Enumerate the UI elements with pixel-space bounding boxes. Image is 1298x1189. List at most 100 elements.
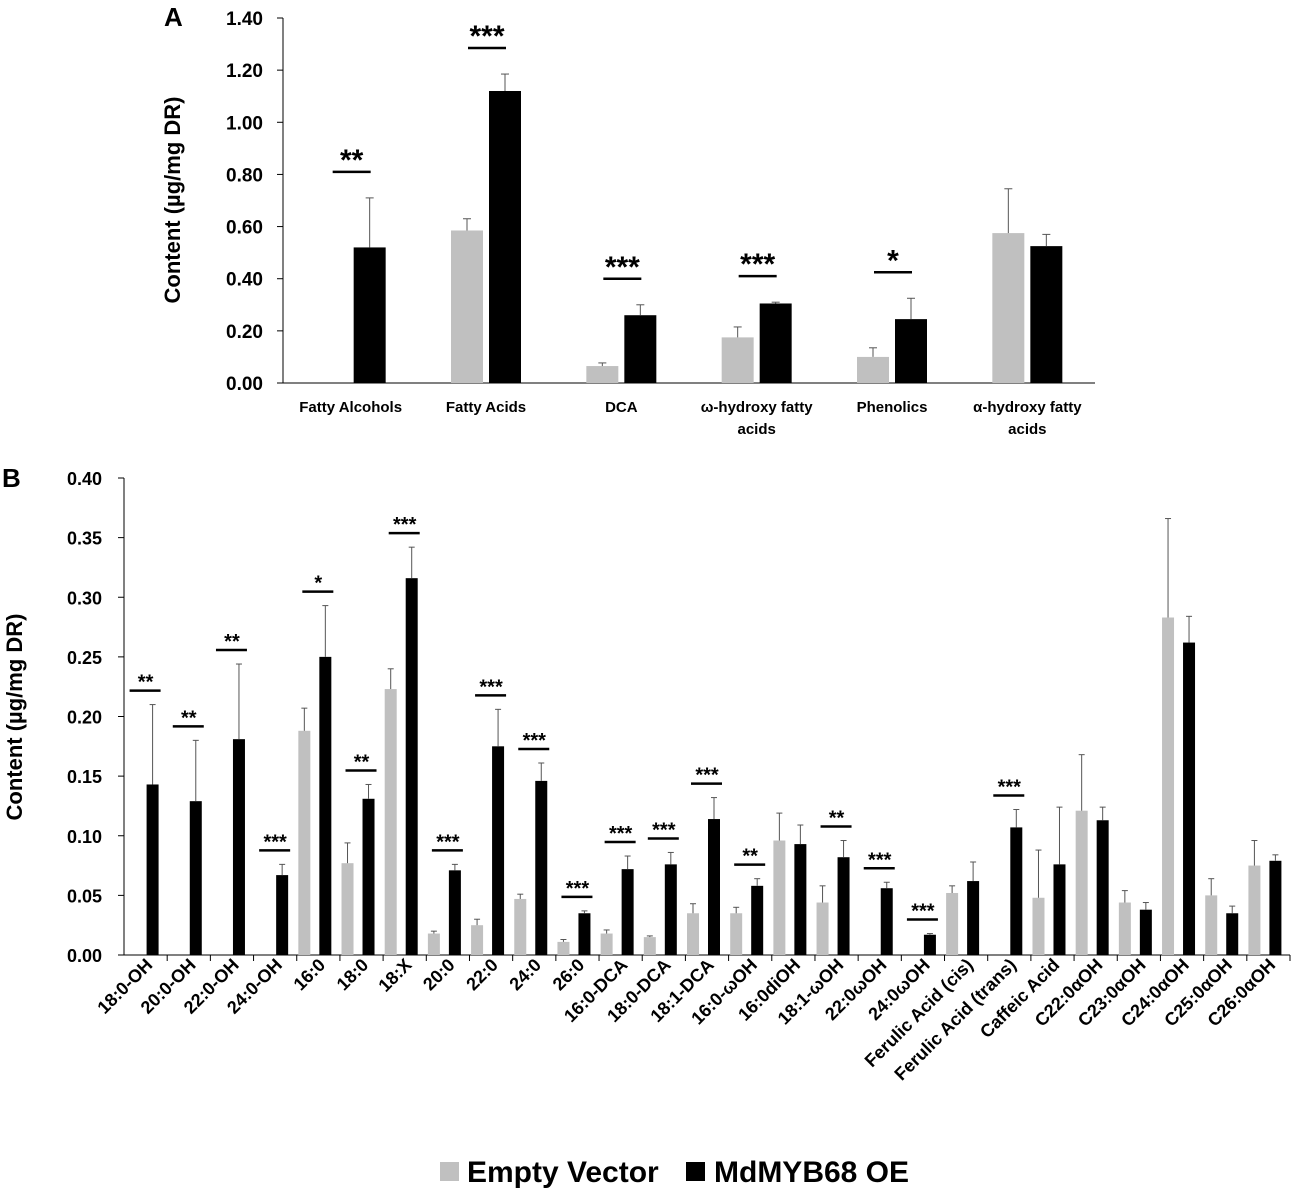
panel-b-bar-empty-vector xyxy=(514,898,527,955)
panel-a-category-label: ω-hydroxy fatty xyxy=(701,399,814,416)
panel-b-bar-mdmyb68-oe xyxy=(1226,913,1239,955)
panel-b-bar-mdmyb68-oe xyxy=(794,844,807,955)
panel-b-bar-mdmyb68-oe xyxy=(1139,909,1152,955)
panel-a-significance-label: ** xyxy=(340,144,364,177)
panel-a-bar-mdmyb68-oe xyxy=(353,247,386,383)
panel-b-category-label: 22:0 xyxy=(462,955,502,995)
legend-swatch-empty-vector xyxy=(440,1162,459,1181)
panel-a-category-label: acids xyxy=(737,421,775,438)
panel-a-y-tick-label: 0.20 xyxy=(226,322,263,343)
panel-b-category-label: 16:0 xyxy=(290,955,330,995)
legend-label-empty-vector: Empty Vector xyxy=(467,1156,659,1189)
panel-b-significance-label: *** xyxy=(911,901,935,923)
panel-b-significance-label: *** xyxy=(523,730,547,752)
panel-b-bar-empty-vector xyxy=(773,840,786,955)
panel-b-bar-empty-vector xyxy=(687,913,699,955)
panel-a-bar-mdmyb68-oe xyxy=(624,315,657,383)
panel-b-bar-empty-vector xyxy=(557,941,570,955)
panel-b-bar-mdmyb68-oe xyxy=(1096,820,1109,955)
panel-b-y-tick-label: 0.10 xyxy=(67,827,102,847)
panel-a-bar-mdmyb68-oe xyxy=(1030,246,1063,383)
panel-b-bar-mdmyb68-oe xyxy=(923,934,936,955)
panel-b-letter: B xyxy=(2,463,21,493)
panel-b-bar-mdmyb68-oe xyxy=(189,801,202,955)
panel-b-marks: 0.00 0.05 0.10 0.15 0.20 0.25 0.30 0.35 0.40 ** 18… xyxy=(67,469,1291,1084)
panel-a-letter: A xyxy=(164,2,183,32)
panel-b-category-label: 24:0 xyxy=(505,955,545,995)
panel-a: A Content (µg/mg DR) 0.00 0.20 0.40 0.60 0.8… xyxy=(160,2,1095,438)
panel-b-category-label: 18:X xyxy=(374,955,415,996)
panel-a-y-tick-label: 1.40 xyxy=(226,9,263,30)
panel-a-significance-label: *** xyxy=(469,20,504,53)
panel-b-bar-mdmyb68-oe xyxy=(578,913,591,955)
panel-b-bar-mdmyb68-oe xyxy=(146,784,159,955)
panel-b-y-axis-label: Content (µg/mg DR) xyxy=(2,614,27,821)
legend-label-mdmyb68-oe: MdMYB68 OE xyxy=(714,1156,909,1189)
panel-a-category-label: Phenolics xyxy=(857,399,928,416)
panel-b-bar-mdmyb68-oe xyxy=(967,881,980,955)
panel-b-significance-label: ** xyxy=(354,751,370,773)
panel-b-y-tick-label: 0.20 xyxy=(67,708,102,728)
panel-b-bar-mdmyb68-oe xyxy=(1010,827,1023,955)
panel-b-bar-mdmyb68-oe xyxy=(751,885,764,955)
panel-b-significance-label: ** xyxy=(224,631,240,653)
panel-a-bar-empty-vector xyxy=(721,337,754,383)
panel-a-bar-empty-vector xyxy=(451,230,483,383)
panel-b-bar-empty-vector xyxy=(600,933,613,955)
panel-b-significance-label: ** xyxy=(181,707,197,729)
panel-a-bar-empty-vector xyxy=(992,233,1025,383)
panel-b-bar-mdmyb68-oe xyxy=(405,578,418,955)
panel-b-bar-empty-vector xyxy=(1032,897,1045,955)
panel-b-bar-mdmyb68-oe xyxy=(492,746,505,955)
panel-b-bar-mdmyb68-oe xyxy=(535,780,548,955)
panel-b-significance-label: *** xyxy=(868,849,892,871)
panel-b-significance-label: *** xyxy=(998,777,1022,799)
panel-b-category-label: 20:0 xyxy=(419,955,459,995)
legend: Empty Vector MdMYB68 OE xyxy=(440,1156,909,1189)
panel-b-bar-mdmyb68-oe xyxy=(621,869,634,955)
panel-a-y-tick-label: 0.40 xyxy=(226,270,263,291)
panel-b-bar-empty-vector xyxy=(384,689,397,955)
panel-b-bar-mdmyb68-oe xyxy=(837,857,850,955)
panel-b-bar-empty-vector xyxy=(1118,902,1131,955)
panel-b-y-tick-label: 0.15 xyxy=(67,767,102,787)
panel-a-y-tick-label: 0.00 xyxy=(226,374,263,395)
panel-a-y-tick-label: 1.20 xyxy=(226,61,263,82)
panel-b-y-tick-label: 0.35 xyxy=(67,529,102,549)
panel-b-bar-mdmyb68-oe xyxy=(448,870,461,955)
panel-a-significance-label: *** xyxy=(740,248,775,281)
panel-b-significance-label: * xyxy=(314,573,322,595)
panel-b-bar-mdmyb68-oe xyxy=(1183,642,1196,955)
panel-a-category-label: Fatty Acids xyxy=(446,399,526,416)
panel-b-bar-mdmyb68-oe xyxy=(1053,864,1066,955)
panel-b-significance-label: *** xyxy=(609,823,633,845)
panel-b-significance-label: *** xyxy=(652,819,676,841)
panel-a-category-label: acids xyxy=(1008,421,1046,438)
panel-b-bar-empty-vector xyxy=(1248,865,1261,955)
panel-a-category-label: α-hydroxy fatty xyxy=(973,399,1082,416)
panel-b-significance-label: *** xyxy=(479,676,503,698)
panel-b-bar-mdmyb68-oe xyxy=(319,656,332,955)
panel-a-gridlines xyxy=(277,17,283,384)
panel-b-significance-label: ** xyxy=(742,846,758,868)
panel-b-y-tick-label: 0.05 xyxy=(67,886,102,906)
panel-b-bar-mdmyb68-oe xyxy=(276,875,289,955)
panel-b-bar-empty-vector xyxy=(427,933,440,955)
panel-b-y-tick-label: 0.40 xyxy=(67,469,102,489)
panel-b-bar-empty-vector xyxy=(1075,810,1088,955)
panel-b-significance-label: *** xyxy=(263,831,287,853)
panel-b-bar-empty-vector xyxy=(816,902,829,955)
panel-a-significance-label: * xyxy=(887,244,899,277)
panel-b-significance-label: *** xyxy=(566,878,590,900)
panel-b-bar-empty-vector xyxy=(946,892,959,955)
panel-b-bar-mdmyb68-oe xyxy=(708,819,720,955)
panel-a-bar-mdmyb68-oe xyxy=(895,319,927,383)
panel-a-category-label: Fatty Alcohols xyxy=(299,399,402,416)
panel-b: B Content (µg/mg DR) 0.00 0.05 0.10 0.15 0.2… xyxy=(2,463,1291,1084)
panel-a-y-tick-label: 1.00 xyxy=(226,113,263,134)
panel-a-category-label: DCA xyxy=(605,399,638,416)
panel-b-bar-empty-vector xyxy=(298,730,311,955)
panel-b-bar-mdmyb68-oe xyxy=(880,888,893,955)
panel-b-bar-mdmyb68-oe xyxy=(664,864,677,955)
